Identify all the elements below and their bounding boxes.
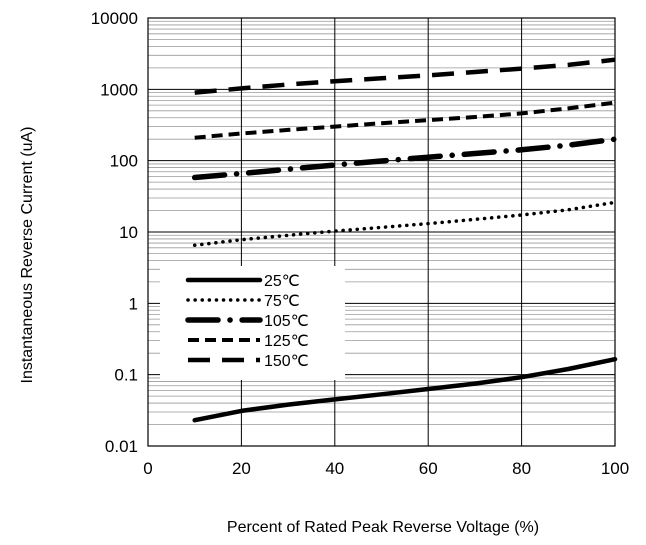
x-tick-label: 60 — [419, 459, 438, 478]
x-tick-label: 20 — [232, 459, 251, 478]
legend: 25℃ 75℃ 105℃ 125℃ 150℃ — [160, 266, 345, 380]
y-tick-label: 10 — [119, 223, 138, 242]
plot-frame — [147, 17, 616, 447]
x-axis-title: Percent of Rated Peak Reverse Voltage (%… — [227, 519, 539, 536]
series-line-dashed — [194, 100, 616, 140]
y-tick-label: 1000 — [100, 80, 138, 99]
legend-label: 105℃ — [264, 313, 309, 330]
x-tick-label: 40 — [325, 459, 344, 478]
y-tick-label: 10000 — [91, 9, 138, 28]
y-tick-label: 0.1 — [114, 366, 138, 385]
legend-label: 25℃ — [264, 273, 300, 290]
x-tick-label: 0 — [143, 459, 152, 478]
series-line-dashdot — [191, 136, 618, 181]
y-tick-label: 1 — [129, 294, 138, 313]
grid — [147, 17, 616, 447]
y-tick-label: 100 — [110, 152, 138, 171]
series-line-solid — [192, 356, 618, 423]
series-line-longdash — [194, 57, 616, 95]
x-tick-label: 80 — [512, 459, 531, 478]
y-tick-label: 0.01 — [105, 437, 138, 456]
legend-label: 75℃ — [264, 293, 300, 310]
y-axis-title: Instantaneous Reverse Current (uA) — [19, 126, 36, 383]
series-layer — [191, 57, 618, 423]
tick-labels: 0 20 40 60 80 100 0.01 0.1 1 10 100 1000 10000 — [91, 9, 629, 478]
legend-label: 125℃ — [264, 333, 309, 350]
series-line-dotted — [192, 200, 617, 248]
x-tick-label: 100 — [601, 459, 629, 478]
legend-label: 150℃ — [264, 353, 309, 370]
legend-box — [160, 266, 345, 380]
